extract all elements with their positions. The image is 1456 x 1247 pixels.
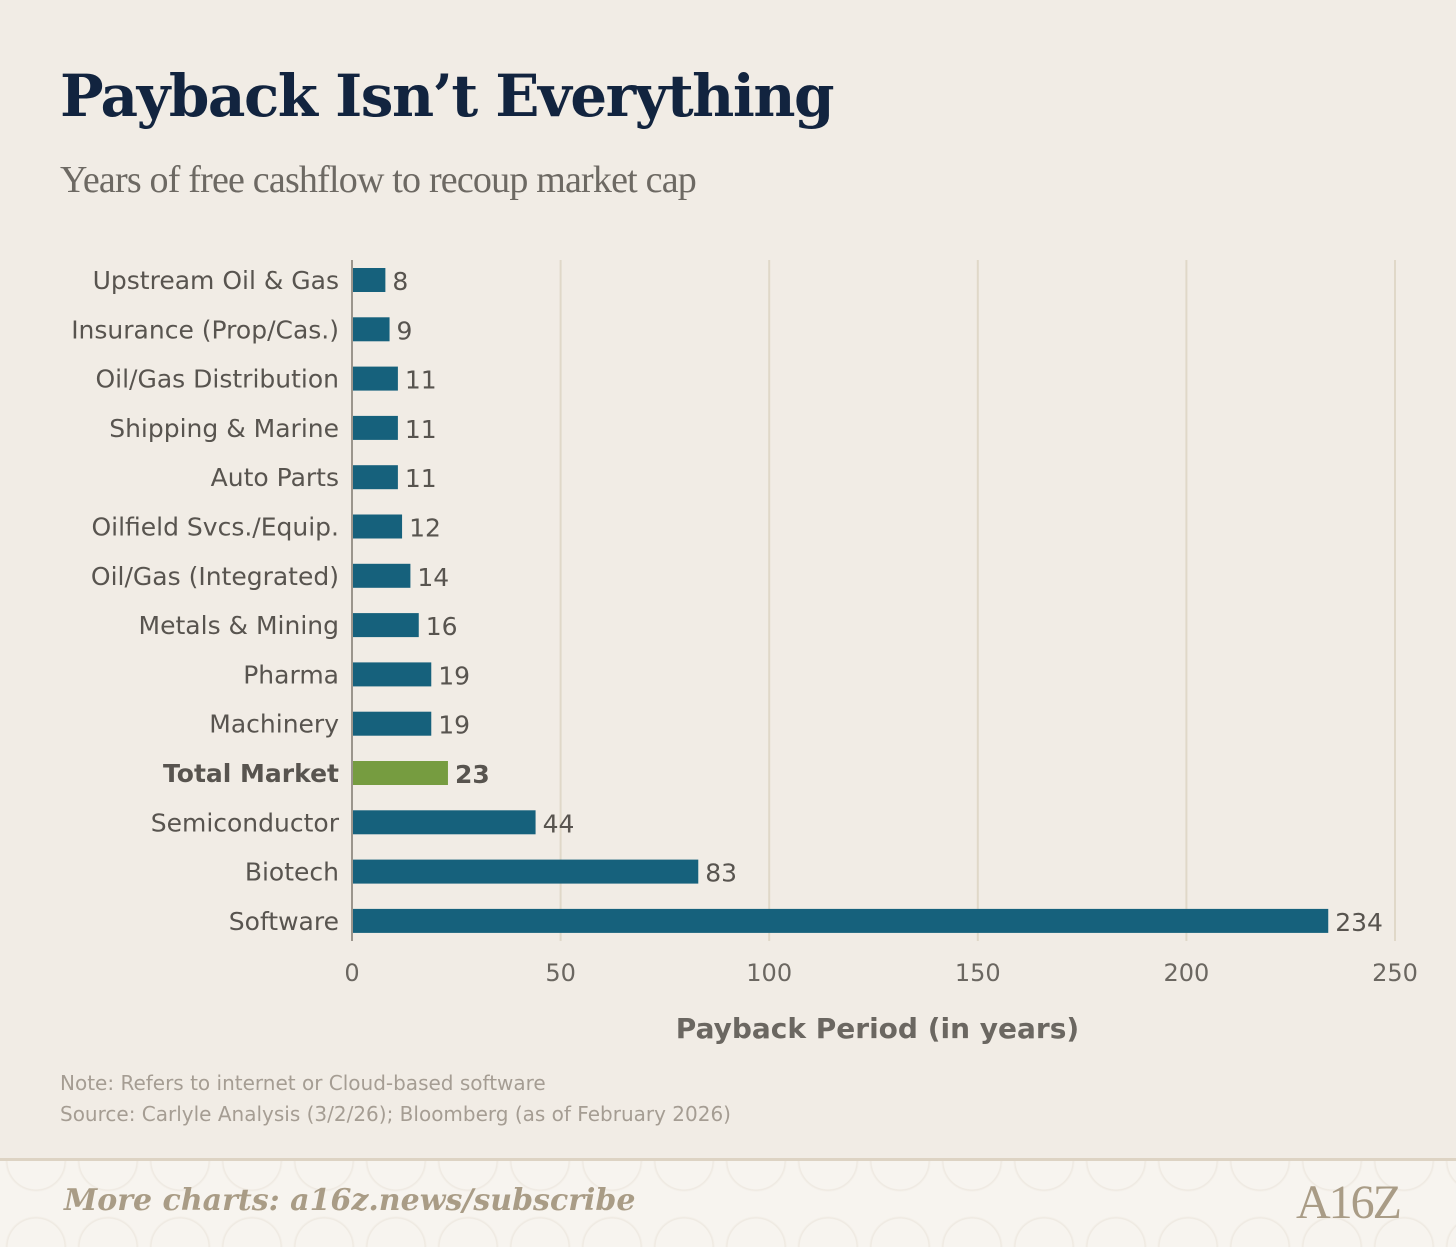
bar-total-market <box>353 761 448 785</box>
value-label-shipping-marine: 11 <box>405 415 437 444</box>
category-label-shipping-marine: Shipping & Marine <box>109 414 339 443</box>
category-label-insurance-prop-cas: Insurance (Prop/Cas.) <box>71 315 339 344</box>
category-label-biotech: Biotech <box>245 858 339 887</box>
note-text: Note: Refers to internet or Cloud-based … <box>60 1071 546 1095</box>
bar-oil-gas-integrated <box>353 563 411 588</box>
category-label-machinery: Machinery <box>209 710 339 739</box>
bar-insurance-prop-cas <box>353 317 390 342</box>
category-label-software: Software <box>229 907 339 936</box>
value-label-oil-gas-distribution: 11 <box>405 366 437 395</box>
bar-shipping-marine <box>353 415 398 440</box>
bar-upstream-oil-gas <box>353 268 386 292</box>
source-text: Source: Carlyle Analysis (3/2/26); Bloom… <box>60 1102 731 1126</box>
value-label-machinery: 19 <box>438 711 470 740</box>
value-label-metals-mining: 16 <box>426 612 458 641</box>
category-label-pharma: Pharma <box>243 660 339 689</box>
chart-subtitle: Years of free cashflow to recoup market … <box>60 159 697 201</box>
category-label-semiconductor: Semiconductor <box>151 808 340 837</box>
x-tick-label-50: 50 <box>545 959 576 987</box>
value-label-software: 234 <box>1335 908 1383 937</box>
bar-biotech <box>353 859 699 884</box>
bar-metals-mining <box>353 613 419 638</box>
value-label-insurance-prop-cas: 9 <box>397 316 413 345</box>
x-tick-label-0: 0 <box>344 959 359 987</box>
bar-machinery <box>353 711 432 736</box>
bar-oilfield-svcs-equip <box>353 514 403 539</box>
x-tick-label-250: 250 <box>1372 959 1418 987</box>
x-tick-label-200: 200 <box>1163 959 1209 987</box>
value-label-pharma: 19 <box>438 661 470 690</box>
x-tick-label-100: 100 <box>746 959 792 987</box>
value-label-upstream-oil-gas: 8 <box>392 267 408 296</box>
category-label-metals-mining: Metals & Mining <box>139 611 339 640</box>
bar-auto-parts <box>353 465 398 490</box>
value-label-auto-parts: 11 <box>405 464 437 493</box>
category-label-oilfield-svcs-equip: Oilfield Svcs./Equip. <box>91 513 339 542</box>
category-label-auto-parts: Auto Parts <box>211 463 339 492</box>
chart-notes: Note: Refers to internet or Cloud-based … <box>60 1068 731 1130</box>
bar-semiconductor <box>353 810 536 835</box>
value-label-total-market: 23 <box>455 760 490 789</box>
value-label-oil-gas-integrated: 14 <box>417 563 449 592</box>
x-tick-label-150: 150 <box>955 959 1001 987</box>
footer-bar: More charts: a16z.news/subscribe A16Z <box>0 1158 1456 1247</box>
category-label-oil-gas-distribution: Oil/Gas Distribution <box>95 365 339 394</box>
category-label-upstream-oil-gas: Upstream Oil & Gas <box>93 266 339 295</box>
subscribe-link[interactable]: More charts: a16z.news/subscribe <box>64 1183 636 1218</box>
bar-pharma <box>353 662 432 687</box>
category-label-oil-gas-integrated: Oil/Gas (Integrated) <box>91 562 339 591</box>
category-label-total-market: Total Market <box>163 759 339 788</box>
value-label-semiconductor: 44 <box>543 809 575 838</box>
value-label-oilfield-svcs-equip: 12 <box>409 514 441 543</box>
a16z-logo: A16Z <box>1296 1176 1402 1229</box>
chart-title: Payback Isn’t Everything <box>60 62 835 130</box>
bar-software <box>353 908 1329 933</box>
bar-chart: Upstream Oil & Gas 8 Insurance (Prop/Cas.)… <box>71 260 1418 1045</box>
x-axis-title: Payback Period (in years) <box>676 1012 1079 1045</box>
bar-oil-gas-distribution <box>353 366 398 391</box>
value-label-biotech: 83 <box>705 859 737 888</box>
